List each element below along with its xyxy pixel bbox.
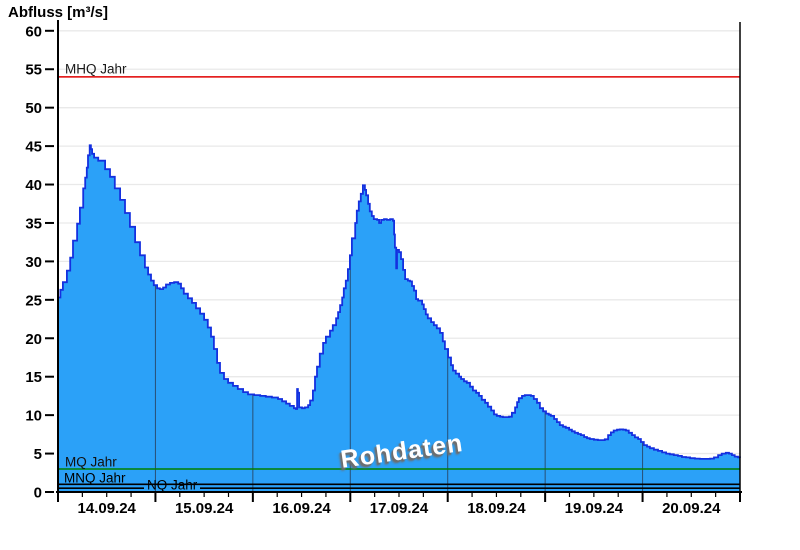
y-tick-label: 60 — [25, 23, 42, 40]
y-tick-label: 25 — [25, 292, 42, 309]
y-tick-label: 50 — [25, 100, 42, 117]
chart-title: Abfluss [m³/s] — [8, 4, 109, 21]
ref-label-mhq: MHQ Jahr — [65, 61, 127, 76]
x-tick-label: 18.09.24 — [467, 500, 526, 517]
y-tick-label: 20 — [25, 331, 42, 348]
area-series-fill — [58, 145, 740, 493]
y-tick-label: 10 — [25, 408, 42, 425]
ref-label-nq: NQ Jahr — [147, 478, 198, 493]
x-tick-label: 19.09.24 — [565, 500, 624, 517]
x-tick-label: 16.09.24 — [272, 500, 331, 517]
y-tick-label: 35 — [25, 215, 42, 232]
y-tick-label: 30 — [25, 254, 42, 271]
area-series-stroke — [58, 144, 741, 460]
ref-label-mq: MQ Jahr — [65, 454, 117, 469]
y-tick-label: 45 — [25, 139, 42, 156]
ref-label-mnq: MNQ Jahr — [64, 470, 126, 485]
x-tick-label: 15.09.24 — [175, 500, 234, 517]
y-tick-label: 55 — [25, 62, 42, 79]
y-tick-label: 40 — [25, 177, 42, 194]
y-tick-label: 5 — [34, 446, 42, 463]
x-tick-label: 17.09.24 — [370, 500, 429, 517]
axes: 0 5 10 15 20 25 30 35 40 45 50 55 60 14.09.24 15.09.24… — [25, 20, 742, 517]
y-tick-label: 0 — [34, 485, 42, 502]
y-tick-label: 15 — [25, 369, 42, 386]
x-tick-label: 20.09.24 — [662, 500, 721, 517]
x-tick-label: 14.09.24 — [78, 500, 137, 517]
